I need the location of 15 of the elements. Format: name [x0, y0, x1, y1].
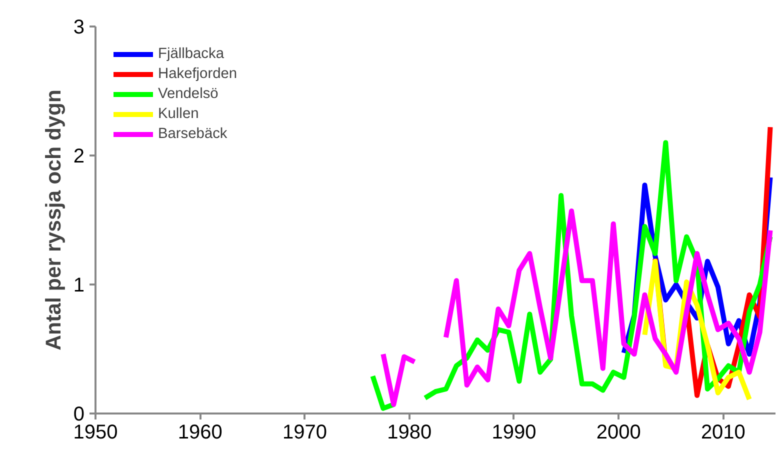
- legend-label: Kullen: [158, 106, 199, 122]
- x-tick-label: 2010: [700, 422, 746, 444]
- y-tick-label: 1: [73, 274, 84, 296]
- x-tick-label: 1970: [282, 422, 327, 444]
- x-tick-label: 2000: [596, 422, 641, 444]
- legend-label: Fjällbacka: [158, 46, 224, 62]
- x-tick-label: 1990: [492, 422, 536, 444]
- y-tick-label: 2: [73, 146, 84, 168]
- y-tick-label: 3: [73, 16, 84, 38]
- y-axis-title: Antal per ryssja och dygn: [41, 90, 66, 350]
- x-tick-label: 1960: [178, 422, 222, 444]
- legend-label: Hakefjorden: [158, 66, 238, 82]
- legend-label: Barsebäck: [158, 126, 228, 142]
- x-tick-label: 1980: [387, 422, 432, 444]
- legend-label: Vendelsö: [158, 86, 218, 102]
